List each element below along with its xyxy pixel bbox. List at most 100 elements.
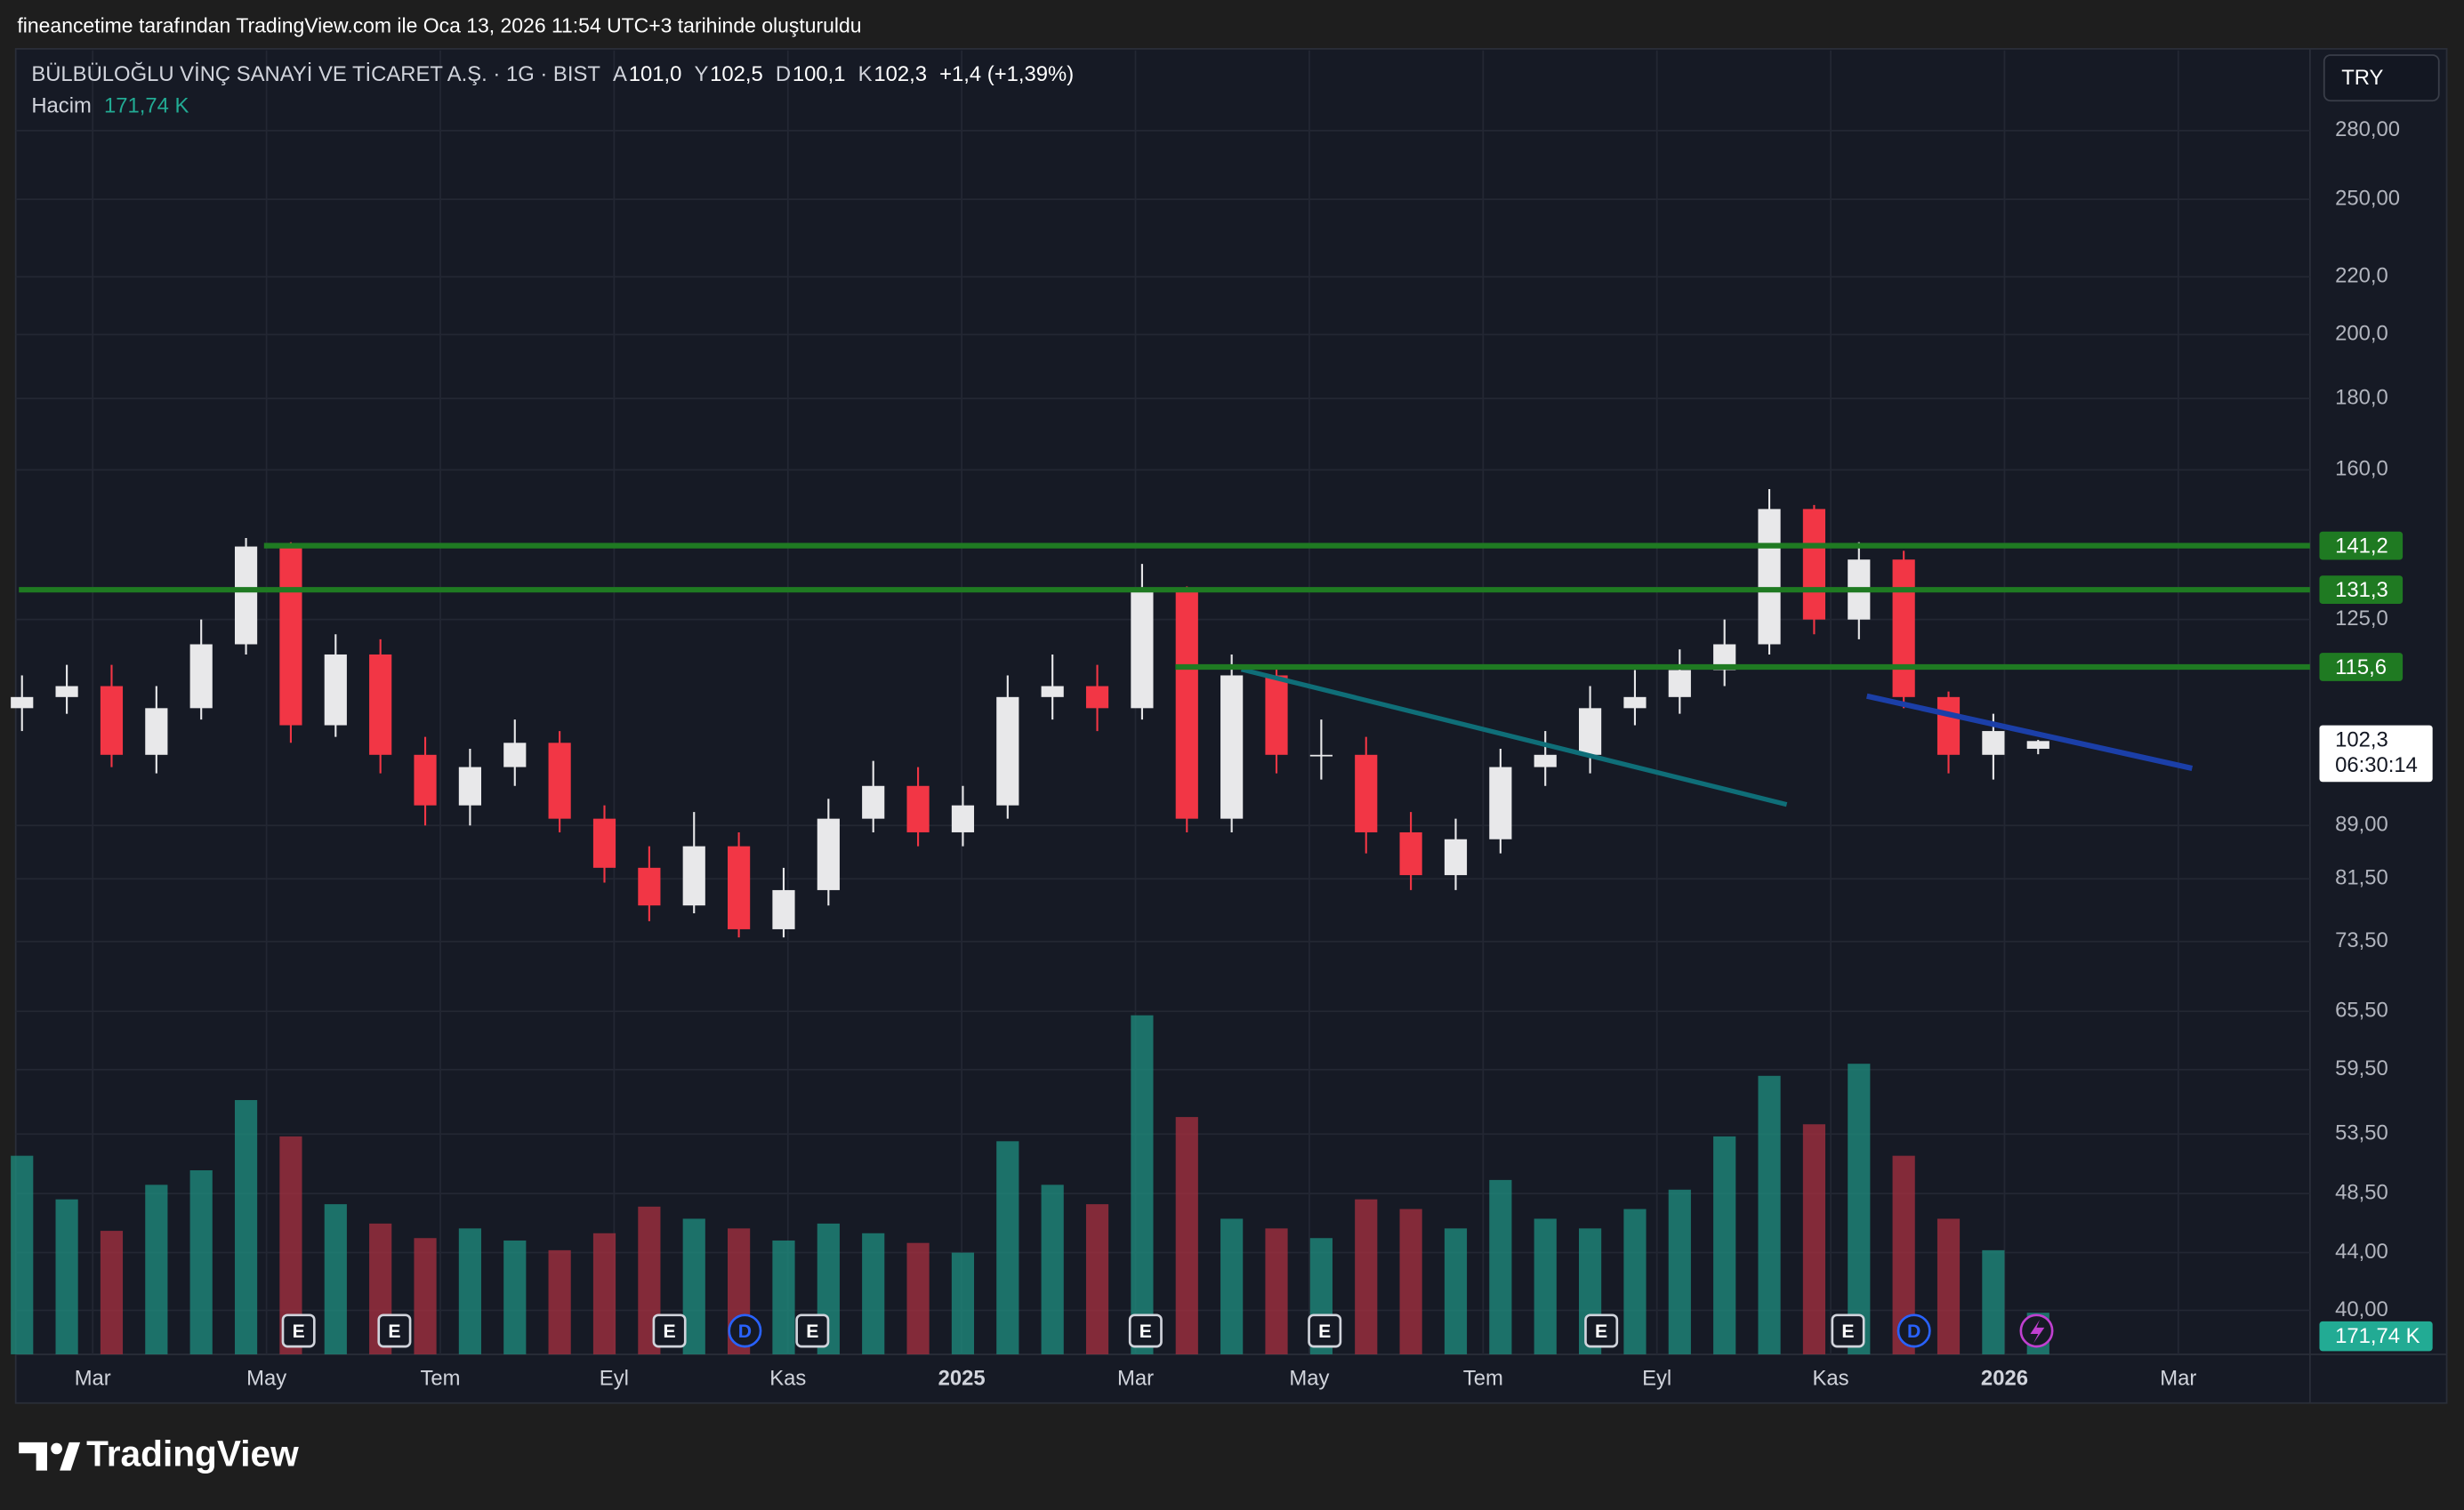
candle-body	[1309, 754, 1333, 757]
candle-body	[1131, 590, 1154, 709]
volume-bar	[11, 1155, 34, 1354]
volume-badge	[2319, 1321, 2433, 1352]
x-tick-label: 2025	[938, 1367, 986, 1391]
y-tick-label: 40,00	[2335, 1297, 2388, 1321]
candle-body	[11, 696, 34, 709]
grid	[15, 50, 2310, 1354]
volume-bar	[1355, 1199, 1378, 1354]
candle-body	[682, 846, 705, 906]
trendline	[1240, 667, 1788, 807]
logo	[19, 1442, 81, 1471]
event-marker	[1896, 1313, 1931, 1348]
event-label: E	[1318, 1321, 1331, 1342]
legend-text: 100,1	[793, 62, 846, 86]
candle-body	[1982, 731, 2005, 755]
price-label: 102,3	[2335, 728, 2388, 752]
y-tick-label: 73,50	[2335, 928, 2388, 952]
volume-bar	[1668, 1189, 1691, 1354]
candle-body	[145, 708, 168, 755]
x-tick-label: May	[1289, 1367, 1329, 1391]
volume-bar	[1220, 1218, 1244, 1354]
legend-text: D	[776, 62, 791, 86]
volume-legend: Hacim	[31, 94, 92, 118]
volume-legend-value: 171,74 K	[104, 94, 189, 118]
event-label: E	[806, 1321, 818, 1342]
level-badge	[2319, 531, 2404, 560]
candle-body	[458, 767, 481, 806]
trendline	[1866, 693, 2194, 772]
candle-body	[279, 546, 302, 726]
volume-bar	[772, 1240, 795, 1354]
candle-body	[189, 644, 213, 709]
legend-text: BÜLBÜLOĞLU VİNÇ SANAYİ VE TİCARET A.Ş. ·…	[31, 62, 600, 86]
candle-body	[1355, 754, 1378, 832]
volume-bar	[1982, 1249, 2005, 1354]
y-tick-label: 53,50	[2335, 1121, 2388, 1145]
event-marker	[1831, 1313, 1865, 1348]
event-marker	[281, 1313, 316, 1348]
event-marker	[795, 1313, 830, 1348]
volume-bar	[1758, 1075, 1781, 1354]
candle-body	[2026, 741, 2049, 750]
x-tick-label: Kas	[769, 1367, 806, 1391]
volume-bar	[1265, 1228, 1288, 1354]
y-tick-label: 160,0	[2335, 457, 2388, 481]
candle-body	[324, 654, 347, 726]
event-marker	[652, 1313, 687, 1348]
lightning-icon	[2030, 1320, 2045, 1344]
legend-text: A	[613, 62, 627, 86]
logo-mark	[51, 1442, 62, 1455]
volume-bar	[1041, 1185, 1064, 1354]
volume-badge-label: 171,74 K	[2335, 1324, 2420, 1348]
volume-bar	[324, 1204, 347, 1354]
volume-bar	[1085, 1204, 1109, 1354]
candle-body	[1220, 675, 1244, 819]
y-tick-label: 200,0	[2335, 322, 2388, 346]
candle-body	[906, 785, 930, 832]
volume-bar	[1489, 1179, 1512, 1354]
legend-text: 101,0	[629, 62, 682, 86]
event-label: E	[388, 1321, 400, 1342]
candle-body	[772, 889, 795, 929]
countdown: 06:30:14	[2335, 753, 2418, 777]
volume-bar	[189, 1169, 213, 1354]
candle-body	[592, 818, 616, 868]
candle-body	[1085, 686, 1109, 709]
y-tick-label: 89,00	[2335, 813, 2388, 837]
event-marker	[728, 1313, 762, 1348]
candle-body	[55, 686, 78, 697]
candle-body	[1444, 839, 1468, 876]
candle-body	[1265, 675, 1288, 755]
volume-bar	[906, 1242, 930, 1354]
volume-bar	[1131, 1015, 1154, 1354]
x-tick-label: 2026	[1981, 1367, 2028, 1391]
y-tick-label: 59,50	[2335, 1056, 2388, 1080]
volume-bar	[145, 1185, 168, 1354]
y-tick-label: 44,00	[2335, 1240, 2388, 1264]
candle-body	[1399, 831, 1422, 876]
event-marker	[1584, 1313, 1619, 1348]
event-label: E	[663, 1321, 675, 1342]
volume-bar	[996, 1141, 1019, 1354]
volume-bar	[234, 1100, 258, 1354]
candle-body	[369, 654, 392, 755]
event-marker	[1128, 1313, 1163, 1348]
candle-body	[1489, 767, 1512, 839]
volume-bar	[1713, 1136, 1736, 1354]
candle-body	[1578, 708, 1602, 755]
event-label: E	[1841, 1321, 1854, 1342]
event-marker	[1308, 1313, 1342, 1348]
level-badge	[2319, 653, 2404, 681]
event-label: E	[293, 1321, 305, 1342]
y-tick-label: 81,50	[2335, 866, 2388, 890]
volume-bar	[682, 1218, 705, 1354]
volume-bar	[503, 1240, 527, 1354]
legend-text: Y	[694, 62, 708, 86]
event-marker	[377, 1313, 412, 1348]
level-label: 115,6	[2335, 655, 2387, 679]
legend-text: K	[858, 62, 873, 86]
volume-bar	[1175, 1117, 1198, 1354]
candle-body	[503, 743, 527, 767]
y-tick-label: 280,00	[2335, 117, 2400, 141]
volume-bar	[414, 1238, 437, 1354]
